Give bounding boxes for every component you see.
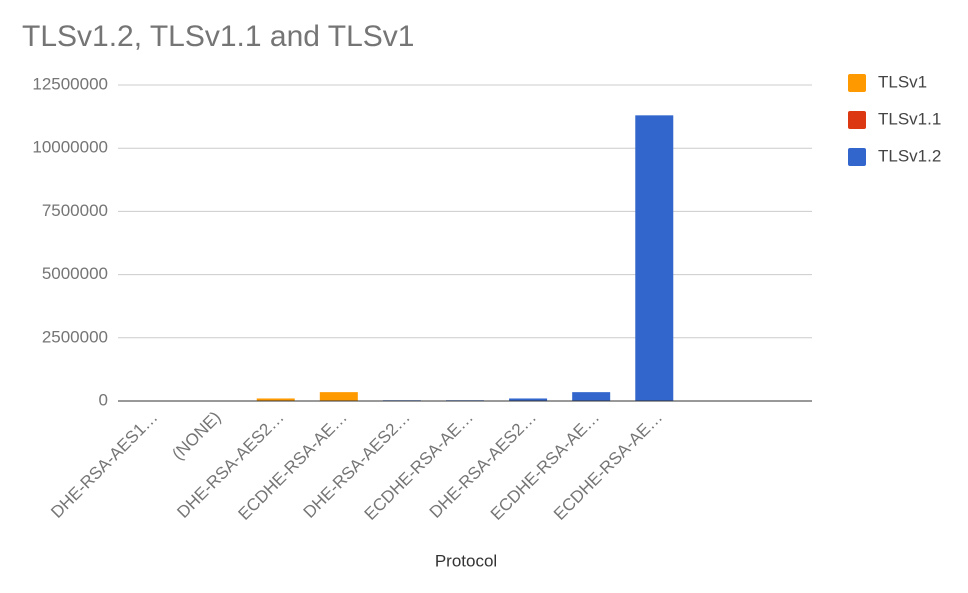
legend-swatch <box>848 74 866 92</box>
chart-title: TLSv1.2, TLSv1.1 and TLSv1 <box>22 20 414 53</box>
y-tick-label: 10000000 <box>32 138 108 157</box>
x-tick-label: ECDHE-RSA-AE… <box>487 408 603 524</box>
y-tick-label: 7500000 <box>42 201 108 220</box>
x-axis-title: Protocol <box>435 551 497 570</box>
x-tick-label: ECDHE-RSA-AE… <box>235 408 351 524</box>
x-tick-label: (NONE) <box>168 408 224 464</box>
bar <box>572 392 611 401</box>
bar <box>509 398 548 401</box>
x-tick-label: DHE-RSA-AES1… <box>47 408 161 522</box>
bar <box>635 115 674 401</box>
bar <box>319 392 358 401</box>
legend-swatch <box>848 148 866 166</box>
y-tick-label: 0 <box>99 390 108 409</box>
y-tick-label: 5000000 <box>42 264 108 283</box>
y-tick-label: 2500000 <box>42 327 108 346</box>
x-tick-label: ECDHE-RSA-AE… <box>361 408 477 524</box>
x-tick-label: DHE-RSA-AES2… <box>426 408 540 522</box>
y-tick-label: 12500000 <box>32 74 108 93</box>
x-tick-label: DHE-RSA-AES2… <box>173 408 287 522</box>
legend-label: TLSv1.2 <box>878 146 941 165</box>
legend-label: TLSv1 <box>878 72 927 91</box>
legend-label: TLSv1.1 <box>878 109 941 128</box>
bar <box>256 398 295 401</box>
legend-swatch <box>848 111 866 129</box>
x-tick-label: ECDHE-RSA-AE… <box>550 408 666 524</box>
x-tick-label: DHE-RSA-AES2… <box>300 408 414 522</box>
